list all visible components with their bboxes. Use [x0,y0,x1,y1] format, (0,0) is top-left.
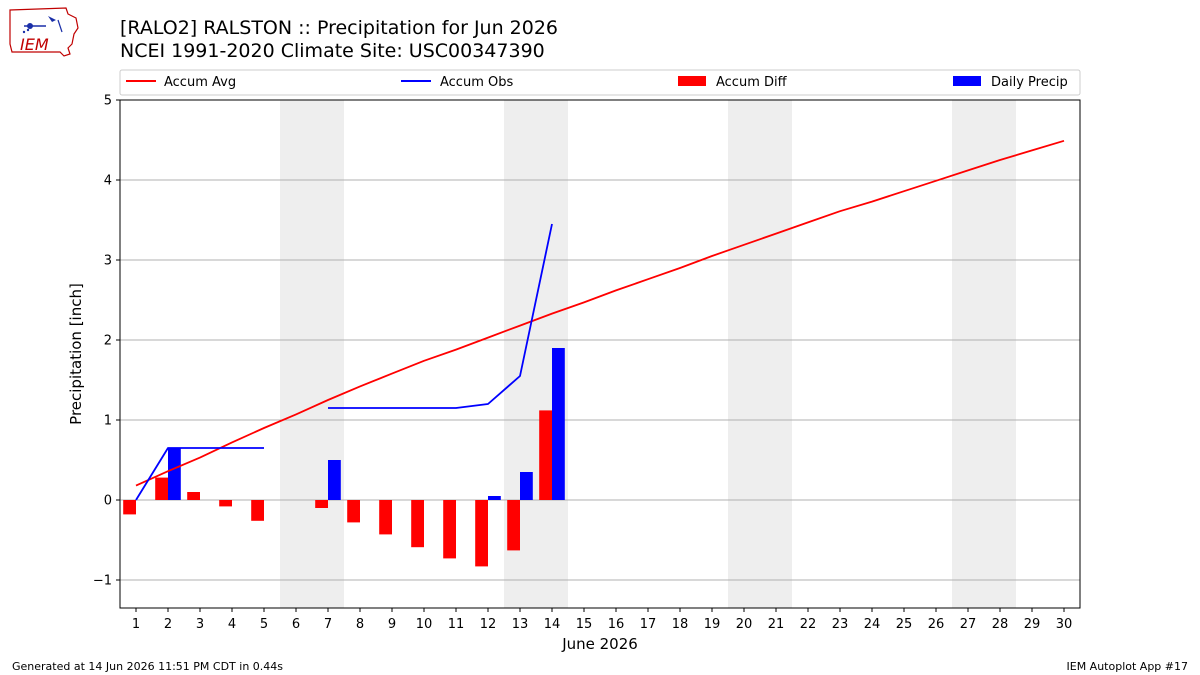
y-tick-label: 5 [104,94,112,109]
x-tick-label: 11 [448,617,465,632]
chart-subtitle: NCEI 1991-2020 Climate Site: USC00347390 [120,40,545,62]
legend-label-accum-obs: Accum Obs [440,75,513,90]
x-tick-label: 7 [324,617,332,632]
legend-label-daily-precip: Daily Precip [991,75,1068,90]
x-tick-label: 6 [292,617,300,632]
x-tick-label: 10 [416,617,433,632]
accum-obs-line [328,223,553,409]
y-axis-label: Precipitation [inch] [67,283,85,425]
accum-diff-bar [187,492,200,500]
x-tick-label: 16 [608,617,625,632]
lines [135,139,1065,501]
legend-swatch-accum-diff [678,76,706,86]
bars [123,348,565,567]
footer-app: IEM Autoplot App #17 [1066,660,1189,673]
accum-diff-bar [443,500,456,559]
y-tick-label: 0 [104,494,112,509]
x-tick-label: 5 [260,617,268,632]
x-axis: 1 2 3 4 5 6 7 8 9 10 11 12 13 14 15 16 17 18 19 20 21 22 23 24 2… [132,608,1072,632]
y-tick-label: 3 [104,254,112,269]
x-tick-label: 12 [480,617,497,632]
x-tick-label: 15 [576,617,593,632]
daily-precip-bar [168,448,181,500]
accum-diff-bar [539,410,552,500]
iowa-outline [9,7,79,57]
legend: Accum Avg Accum Obs Accum Diff Daily Pre… [119,69,1081,96]
y-tick-label: 2 [104,334,112,349]
accum-diff-bar [155,477,168,500]
accum-diff-bar [219,500,232,507]
logo-text: IEM [20,35,49,54]
y-tick-label: −1 [93,574,112,589]
accum-diff-bar [251,500,264,521]
legend-item-accum-obs: Accum Obs [401,75,513,90]
x-tick-label: 29 [1024,617,1041,632]
legend-item-accum-avg: Accum Avg [126,75,236,90]
accum-avg-line [135,139,1065,487]
x-tick-label: 30 [1056,617,1073,632]
weekend-shading [280,100,1016,608]
accum-diff-bar [347,500,360,523]
x-axis-label: June 2026 [561,635,638,653]
legend-swatch-daily-precip [953,76,981,86]
daily-precip-bar [520,472,533,500]
x-tick-label: 17 [640,617,657,632]
chart-title: [RALO2] RALSTON :: Precipitation for Jun… [120,17,559,39]
x-tick-label: 21 [768,617,785,632]
x-tick-label: 20 [736,617,753,632]
x-tick-label: 23 [832,617,849,632]
weekend-shade [728,100,792,608]
x-tick-label: 13 [512,617,529,632]
x-tick-label: 24 [864,617,881,632]
accum-diff-bar [475,500,488,567]
x-tick-label: 25 [896,617,913,632]
x-tick-label: 9 [388,617,396,632]
y-tick-label: 1 [104,414,112,429]
daily-precip-bar [488,496,501,500]
x-tick-label: 19 [704,617,721,632]
y-tick-label: 4 [104,174,112,189]
accum-diff-bar [507,500,520,551]
x-tick-label: 27 [960,617,977,632]
daily-precip-bar [328,460,341,500]
legend-label-accum-avg: Accum Avg [164,75,236,90]
legend-frame [119,69,1081,96]
x-tick-label: 18 [672,617,689,632]
plot-frame [119,99,1081,609]
x-tick-label: 2 [164,617,172,632]
x-tick-label: 4 [228,617,236,632]
weekend-shade [280,100,344,608]
accum-diff-bar [379,500,392,535]
accum-diff-bar [315,500,328,508]
x-tick-label: 8 [356,617,364,632]
footer-generated: Generated at 14 Jun 2026 11:51 PM CDT in… [12,660,284,673]
daily-precip-bar [552,348,565,500]
accum-diff-bar [411,500,424,548]
x-tick-label: 28 [992,617,1009,632]
iem-logo: IEM [6,4,82,62]
legend-item-accum-diff: Accum Diff [678,75,788,90]
y-axis: −1 0 1 2 3 4 5 [93,94,120,589]
x-tick-label: 22 [800,617,817,632]
x-tick-label: 14 [544,617,561,632]
accum-diff-bar [123,500,136,515]
x-tick-label: 1 [132,617,140,632]
legend-item-daily-precip: Daily Precip [953,75,1068,90]
legend-label-accum-diff: Accum Diff [716,75,788,90]
accum-obs-line [135,447,264,501]
x-tick-label: 26 [928,617,945,632]
weekend-shade [952,100,1016,608]
x-tick-label: 3 [196,617,204,632]
